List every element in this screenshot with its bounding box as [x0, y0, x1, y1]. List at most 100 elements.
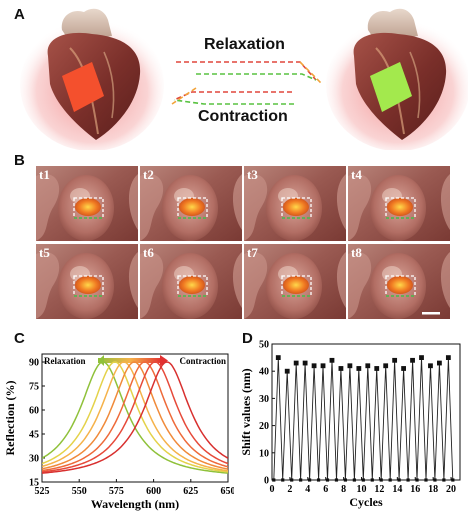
baseline-point: [316, 478, 321, 482]
frame-t8: [348, 244, 450, 319]
peak-point: [445, 355, 451, 360]
y-tick-label: 60: [29, 406, 39, 417]
frame-label-t8: t8: [351, 245, 362, 260]
relaxed-patch: [62, 62, 104, 112]
baseline-point: [451, 478, 455, 482]
baseline-point: [370, 478, 374, 482]
peak-point: [311, 363, 317, 369]
x-tick-label: 18: [428, 484, 438, 495]
frame-label-t2: t2: [143, 167, 154, 182]
panel-b-letter: B: [14, 152, 25, 169]
y-tick-label: 45: [29, 430, 39, 441]
baseline-point: [325, 478, 330, 482]
panel-c-letter: C: [14, 330, 25, 347]
baseline-point: [442, 478, 446, 482]
spectrum-series-7: [42, 361, 228, 474]
spectrum-series-3: [42, 361, 228, 472]
x-tick-label: 14: [392, 484, 402, 495]
heart-relaxed: [20, 8, 164, 150]
legend-relaxation: Relaxation: [44, 356, 86, 366]
peak-point: [275, 355, 281, 360]
y-axis-label: Reflection (%): [3, 381, 17, 456]
x-tick-label: 600: [146, 486, 161, 497]
heart-contracted: [326, 8, 468, 150]
x-axis-label: Cycles: [349, 495, 383, 509]
peak-point: [284, 368, 290, 374]
x-tick-label: 525: [35, 486, 50, 497]
scale-bar: [422, 312, 440, 315]
baseline-point: [415, 478, 419, 482]
x-tick-label: 4: [305, 484, 310, 495]
frame-t2: [140, 166, 242, 241]
x-tick-label: 625: [183, 486, 198, 497]
peak-point: [437, 360, 442, 366]
legend-contraction: Contraction: [180, 356, 227, 366]
x-tick-label: 575: [109, 486, 124, 497]
relaxation-arrow: [176, 61, 323, 85]
legend-gradient-bar: [98, 358, 162, 363]
x-axis-label: Wavelength (nm): [91, 497, 179, 511]
peak-point: [338, 366, 344, 371]
peak-point: [428, 363, 433, 369]
x-tick-label: 650: [221, 486, 235, 497]
x-tick-label: 2: [287, 484, 292, 495]
legend-arrow-left: [98, 355, 104, 366]
peak-point: [347, 363, 353, 369]
panel-a-letter: A: [14, 6, 25, 23]
contraction-arrow: [171, 87, 294, 105]
y-tick-label: 20: [259, 421, 269, 432]
contracted-patch: [370, 62, 412, 112]
frame-label-t3: t3: [247, 167, 258, 182]
baseline-point: [334, 478, 339, 482]
panel-a-illustration: [20, 8, 468, 150]
frame-t6: [140, 244, 242, 319]
y-tick-label: 75: [29, 382, 39, 393]
peak-point: [356, 366, 362, 371]
shift-line: [273, 357, 454, 481]
baseline-point: [433, 478, 437, 482]
peak-point: [365, 363, 371, 369]
baseline-point: [281, 478, 285, 482]
panel-d-letter: D: [242, 330, 253, 347]
x-tick-label: 20: [446, 484, 456, 495]
baseline-point: [352, 478, 356, 482]
plot-frame: [271, 343, 461, 481]
baseline-point: [397, 478, 401, 482]
baseline-point: [290, 478, 294, 482]
frame-label-t7: t7: [247, 245, 258, 260]
y-tick-label: 10: [259, 448, 269, 459]
baseline-point: [379, 478, 383, 482]
relaxation-label: Relaxation: [204, 36, 285, 53]
peak-point: [374, 366, 380, 371]
y-tick-label: 0: [264, 476, 269, 487]
x-tick-label: 0: [270, 484, 275, 495]
y-tick-label: 90: [29, 358, 39, 369]
peak-point: [383, 363, 389, 369]
x-tick-label: 8: [341, 484, 346, 495]
y-tick-label: 15: [29, 478, 39, 489]
legend-arrow-right: [160, 355, 168, 366]
spectrum-series-5: [42, 361, 228, 472]
y-tick-label: 30: [29, 454, 39, 465]
panel-b-frames: [36, 166, 450, 319]
y-tick-label: 40: [259, 367, 269, 378]
chart-reflection-spectra: 525 550 575 600 625 650 15 30 45 60 75 90 Wavelength…: [3, 353, 235, 511]
peak-point: [401, 366, 406, 371]
frame-label-t5: t5: [39, 245, 50, 260]
chart-shift-cycles: 0 2 4 6 8 10 12 14 16 18 20 0 10 20 30 40 50 Cycles Shift …: [242, 340, 461, 509]
frame-t5: [36, 244, 138, 319]
x-tick-label: 550: [72, 486, 87, 497]
baseline-point: [388, 478, 392, 482]
peak-point: [410, 357, 415, 363]
x-tick-label: 10: [357, 484, 367, 495]
frame-label-t6: t6: [143, 245, 154, 260]
contraction-label: Contraction: [198, 108, 288, 125]
frame-t3: [244, 166, 346, 241]
baseline-point: [424, 478, 428, 482]
baseline-point: [361, 478, 365, 482]
frame-t4: [348, 166, 450, 241]
y-tick-label: 50: [259, 340, 269, 351]
plot-frame: [41, 353, 229, 483]
baseline-point: [406, 478, 410, 482]
baseline-point: [299, 478, 303, 482]
